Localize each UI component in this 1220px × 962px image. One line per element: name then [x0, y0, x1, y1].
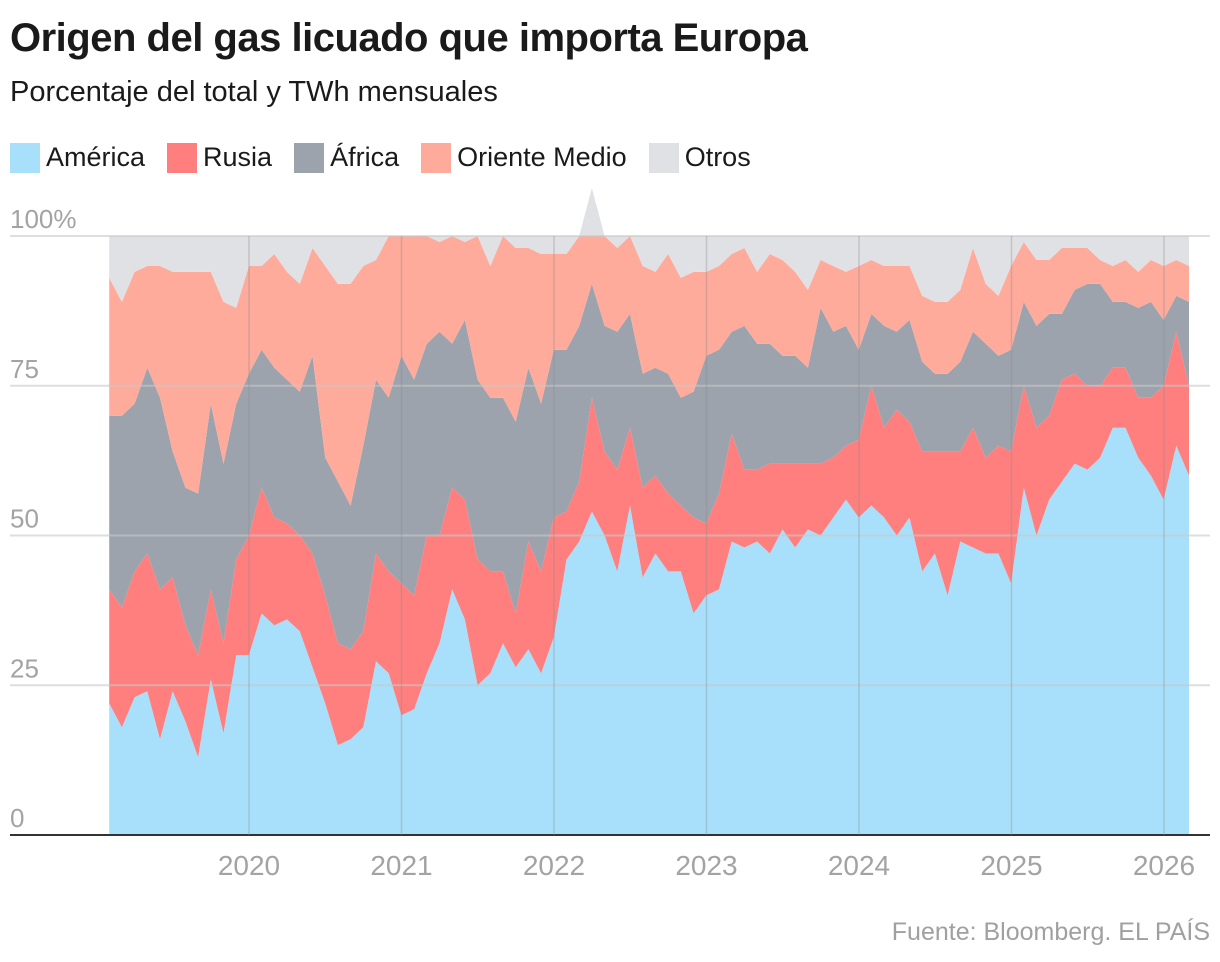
legend-label-africa: África	[330, 142, 400, 172]
area-oriente-medio	[109, 236, 1190, 506]
y-tick-label: 25	[10, 653, 39, 683]
area-otros	[109, 188, 1190, 308]
legend-item-otros: Otros	[648, 142, 751, 173]
legend-swatch-africa	[294, 142, 325, 173]
legend-swatch-america	[10, 142, 40, 173]
chart-gridlines	[10, 235, 1210, 836]
y-tick-label: 50	[10, 504, 39, 534]
chart-legend: América Rusia África Oriente Medio Otros	[10, 142, 773, 173]
y-tick-label: 75	[10, 354, 39, 384]
x-tick-label: 2024	[828, 850, 890, 881]
y-tick-label: 0	[10, 803, 24, 833]
chart-areas	[109, 188, 1190, 835]
x-tick-label: 2025	[980, 850, 1042, 881]
chart-subtitle: Porcentaje del total y TWh mensuales	[10, 76, 498, 108]
legend-item-america: América	[10, 142, 145, 173]
x-tick-label: 2020	[218, 850, 280, 881]
y-tick-label: 100%	[10, 204, 77, 234]
legend-item-rusia: Rusia	[167, 142, 272, 173]
legend-label-otros: Otros	[684, 142, 751, 172]
legend-swatch-oriente-medio	[421, 142, 452, 173]
legend-item-oriente-medio: Oriente Medio	[421, 142, 627, 173]
x-tick-label: 2023	[675, 850, 737, 881]
legend-item-africa: África	[294, 142, 399, 173]
chart-source: Fuente: Bloomberg. EL PAÍS	[891, 918, 1210, 946]
x-tick-label: 2026	[1133, 850, 1195, 881]
x-axis-ticks: 2020 2021 2022 2023 2024 2025 2026	[218, 850, 1195, 881]
y-axis-ticks: 0 25 50 75 100%	[10, 204, 77, 833]
legend-label-rusia: Rusia	[203, 142, 273, 172]
x-tick-label: 2022	[523, 850, 585, 881]
area-rusia	[109, 331, 1190, 758]
legend-label-america: América	[46, 142, 146, 172]
legend-swatch-otros	[648, 142, 679, 173]
chart-title: Origen del gas licuado que importa Europ…	[10, 16, 808, 60]
area-áfrica	[109, 283, 1190, 656]
x-tick-label: 2021	[370, 850, 432, 881]
legend-label-oriente-medio: Oriente Medio	[457, 142, 627, 172]
legend-swatch-rusia	[167, 142, 198, 173]
area-américa	[109, 427, 1190, 835]
